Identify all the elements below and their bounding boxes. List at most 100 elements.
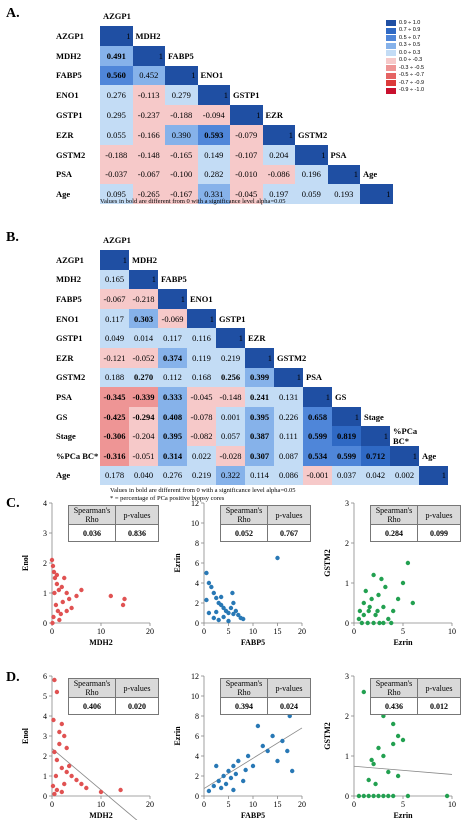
data-point [389, 620, 394, 626]
data-point [206, 580, 212, 586]
data-point [52, 677, 57, 683]
correlation-cell: 0.049 [100, 328, 129, 348]
correlation-cell: 0.390 [165, 125, 198, 145]
data-point [228, 605, 234, 611]
data-point [226, 610, 231, 616]
data-point [356, 616, 362, 622]
data-point [400, 580, 406, 586]
data-point [391, 793, 396, 799]
y-tick-label: 0 [43, 619, 47, 628]
legend-swatch [386, 72, 396, 79]
legend-swatch [386, 27, 396, 34]
rho-header: Spearman's Rho [370, 505, 418, 525]
data-point [226, 768, 231, 774]
y-tick-label: 12 [191, 672, 199, 681]
x-tick-label: 5 [401, 627, 405, 636]
row-label: EZR [56, 129, 74, 140]
correlation-cell: -0.107 [230, 144, 263, 165]
x-axis-label: Ezrin [393, 638, 413, 647]
legend-label: -0.5 ÷ -0.7 [399, 72, 425, 78]
spearman-stats-table: Spearman's Rho p-values 0.036 0.836 [68, 505, 159, 542]
y-tick-label: 0 [43, 792, 47, 801]
correlation-cell: 0.314 [158, 446, 187, 466]
data-point [381, 620, 386, 626]
data-point [55, 608, 61, 614]
p-value-header: p-values [115, 505, 159, 525]
correlation-cell: -0.045 [187, 387, 216, 407]
data-point [52, 590, 57, 596]
data-point [74, 593, 79, 599]
data-point [369, 757, 374, 763]
data-point [356, 793, 362, 799]
column-label: EZR [247, 330, 267, 346]
legend-label: 0.9 ÷ 1.0 [399, 19, 421, 26]
data-point [391, 608, 396, 614]
data-point [405, 793, 411, 799]
correlation-cell: 0.057 [216, 426, 245, 446]
x-axis-label: MDH2 [89, 811, 113, 820]
data-point [405, 560, 411, 566]
correlation-cell: 0.270 [129, 367, 158, 388]
row-label: ENO1 [56, 90, 79, 101]
correlation-cell: 0.086 [274, 465, 303, 486]
correlation-cell: 0.114 [245, 465, 274, 486]
diagonal-cell: 1 [132, 45, 165, 66]
correlation-cell: 0.001 [216, 406, 245, 427]
correlation-cell: 0.241 [245, 387, 274, 407]
correlation-cell: 0.022 [187, 446, 216, 466]
column-label: GSTM2 [276, 350, 308, 366]
correlation-cell: 0.256 [216, 367, 245, 388]
data-point [231, 600, 236, 606]
data-point [218, 785, 224, 791]
legend-swatch [386, 50, 396, 56]
x-tick-label: 10 [448, 627, 456, 636]
correlation-cell: 0.593 [197, 125, 230, 145]
data-point [51, 569, 57, 575]
correlation-cell: 0.014 [129, 328, 158, 348]
spearman-stats-table: Spearman's Rho p-values 0.406 0.020 [68, 678, 159, 715]
data-point [230, 590, 235, 596]
y-tick-label: 3 [43, 529, 47, 538]
data-point [359, 620, 365, 626]
data-point [391, 721, 396, 727]
data-point [376, 592, 381, 598]
data-point [369, 596, 374, 602]
data-point [57, 741, 62, 747]
correlation-cell: 0.119 [187, 348, 216, 368]
data-point [66, 596, 72, 602]
data-point [54, 757, 60, 763]
y-tick-label: 2 [195, 599, 199, 608]
correlation-cell: 0.374 [158, 348, 187, 368]
data-point [98, 789, 104, 795]
correlation-cell: -0.052 [129, 348, 158, 368]
data-point [57, 729, 62, 735]
data-point [233, 771, 239, 777]
data-point [231, 611, 236, 617]
correlation-cell: -0.082 [187, 426, 216, 446]
scatter-chart: 0 10 20 0 1 2 3 4 5 6 MDH2 Enol [21, 672, 154, 820]
correlation-cell: 0.712 [361, 446, 390, 466]
correlation-cell: 0.188 [100, 367, 129, 388]
y-axis-label: GSTM2 [323, 549, 332, 577]
data-point [206, 788, 212, 794]
data-point [245, 753, 251, 759]
diagonal-cell: 1 [230, 105, 263, 125]
data-point [375, 608, 380, 614]
y-tick-label: 0 [195, 619, 199, 628]
diagonal-cell: 1 [332, 406, 361, 427]
correlation-cell: -0.100 [165, 164, 198, 185]
data-point [275, 758, 280, 764]
p-value: 0.012 [417, 697, 461, 715]
data-point [54, 689, 60, 695]
row-label: PSA [56, 169, 73, 180]
data-point [84, 785, 89, 791]
data-point [357, 608, 363, 614]
correlation-cell: -0.218 [129, 289, 158, 309]
trend-line [51, 748, 138, 820]
x-tick-label: 0 [202, 800, 206, 809]
spearman-stats-table: Spearman's Rho p-values 0.284 0.099 [370, 505, 461, 542]
diagonal-cell: 1 [165, 65, 198, 86]
x-tick-label: 20 [298, 800, 306, 809]
data-point [236, 612, 241, 618]
data-point [231, 763, 236, 769]
